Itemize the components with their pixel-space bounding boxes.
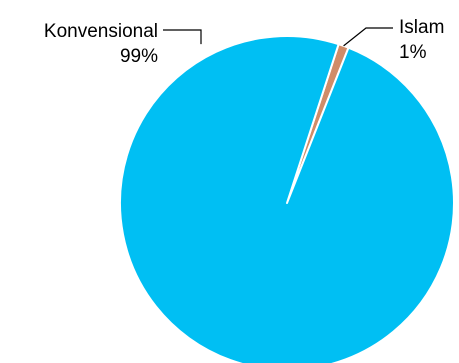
- leaders-layer: [163, 27, 393, 47]
- slice-value-konvensional: 99%: [120, 46, 158, 67]
- leader-line-islam: [343, 27, 393, 47]
- slice-label-konvensional: Konvensional: [44, 21, 158, 42]
- pie-slice-konvensional: [119, 35, 455, 363]
- slice-label-islam: Islam: [399, 17, 444, 38]
- leader-line-konvensional: [163, 29, 202, 45]
- slice-value-islam: 1%: [399, 42, 427, 63]
- slices-layer: [119, 35, 455, 363]
